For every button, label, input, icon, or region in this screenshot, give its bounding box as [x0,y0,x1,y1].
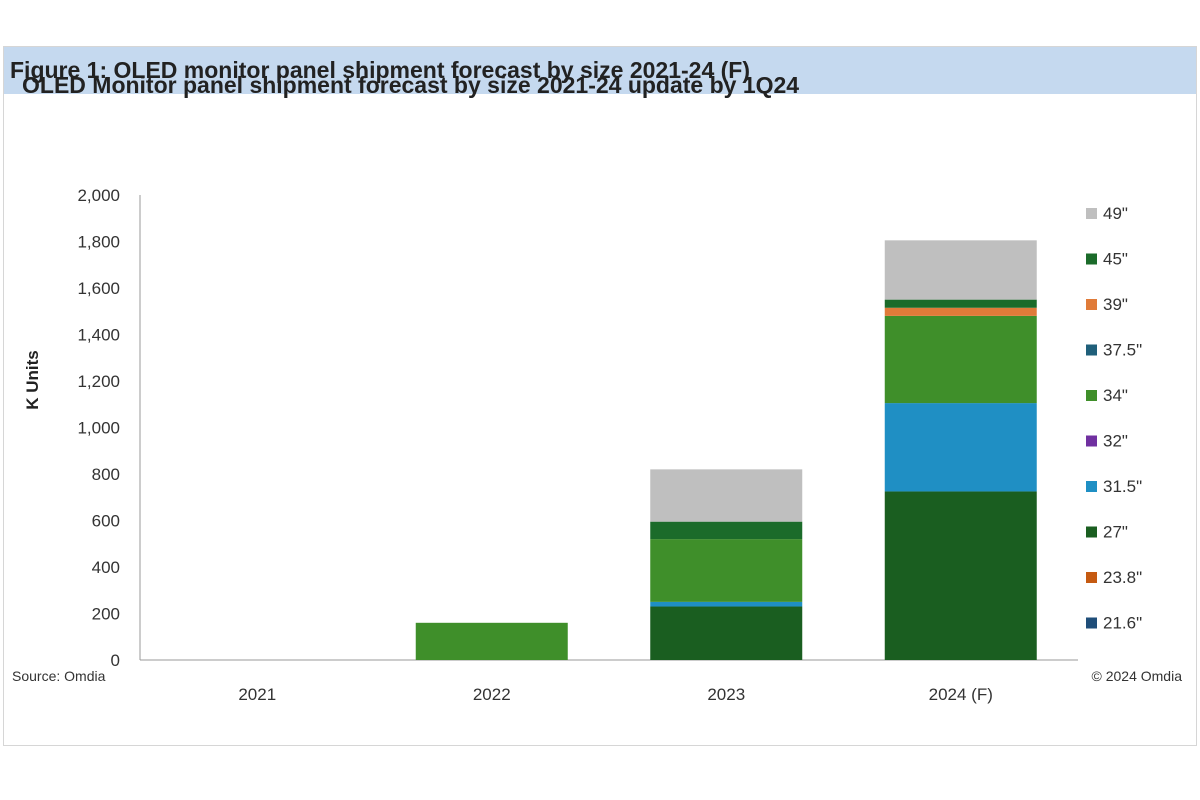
legend-label: 39" [1103,295,1128,314]
legend-swatch [1086,390,1097,401]
legend-swatch [1086,253,1097,265]
x-tick-label: 2022 [473,685,511,704]
legend-label: 23.8" [1103,568,1142,587]
x-tick-label: 2021 [238,685,276,704]
bar-segment-2024F-34 [884,315,1037,404]
legend-label: 31.5" [1103,477,1142,496]
bar-segment-2024F-27 [884,491,1037,660]
legend-label: 32" [1103,432,1128,451]
legend-swatch [1086,299,1097,310]
bar-segment-2023-34 [650,539,803,602]
bar-segment-2024F-45 [884,299,1037,308]
bar-segment-2022-34 [415,622,568,660]
x-tick-label: 2023 [707,685,745,704]
legend-label: 34" [1103,386,1128,405]
legend-swatch [1086,572,1097,583]
legend-label: 27" [1103,523,1128,542]
legend-label: 37.5" [1103,341,1142,360]
y-tick-label: 1,000 [77,419,120,438]
y-tick-label: 200 [92,605,120,624]
y-tick-label: 0 [111,651,120,670]
figure-title: Figure 1: OLED monitor panel shipment fo… [10,57,750,83]
bar-segment-2024F-39 [884,307,1037,316]
copyright-note: © 2024 Omdia [1091,668,1182,684]
y-tick-label: 2,000 [77,186,120,205]
legend-swatch [1086,435,1097,447]
bar-segment-2023-27 [650,606,803,660]
legend-swatch [1086,208,1097,219]
bar-segment-2023-45 [650,521,803,540]
y-tick-label: 1,400 [77,326,120,345]
y-tick-label: 1,200 [77,372,120,391]
legend-label: 49" [1103,204,1128,223]
legend-label: 21.6" [1103,614,1142,633]
legend-swatch [1086,481,1097,492]
legend-label: 45" [1103,250,1128,269]
bar-segment-2024F-315 [884,403,1037,492]
legend-swatch [1086,344,1097,356]
y-tick-label: 1,600 [77,279,120,298]
y-tick-label: 400 [92,558,120,577]
y-tick-label: 1,800 [77,233,120,252]
legend-swatch [1086,617,1097,629]
y-tick-label: 600 [92,512,120,531]
source-note: Source: Omdia [12,668,106,684]
bar-segment-2023-315 [650,601,803,607]
x-tick-label: 2024 (F) [929,685,993,704]
figure-header-bar: Figure 1: OLED monitor panel shipment fo… [4,47,1196,94]
chart-title: OLED Monitor panel shipment forecast by … [22,72,800,98]
y-axis-title: K Units [23,350,42,410]
bar-segment-2024F-49 [884,240,1037,300]
legend-swatch [1086,526,1097,538]
y-tick-label: 800 [92,465,120,484]
bar-segment-2023-49 [650,469,803,522]
